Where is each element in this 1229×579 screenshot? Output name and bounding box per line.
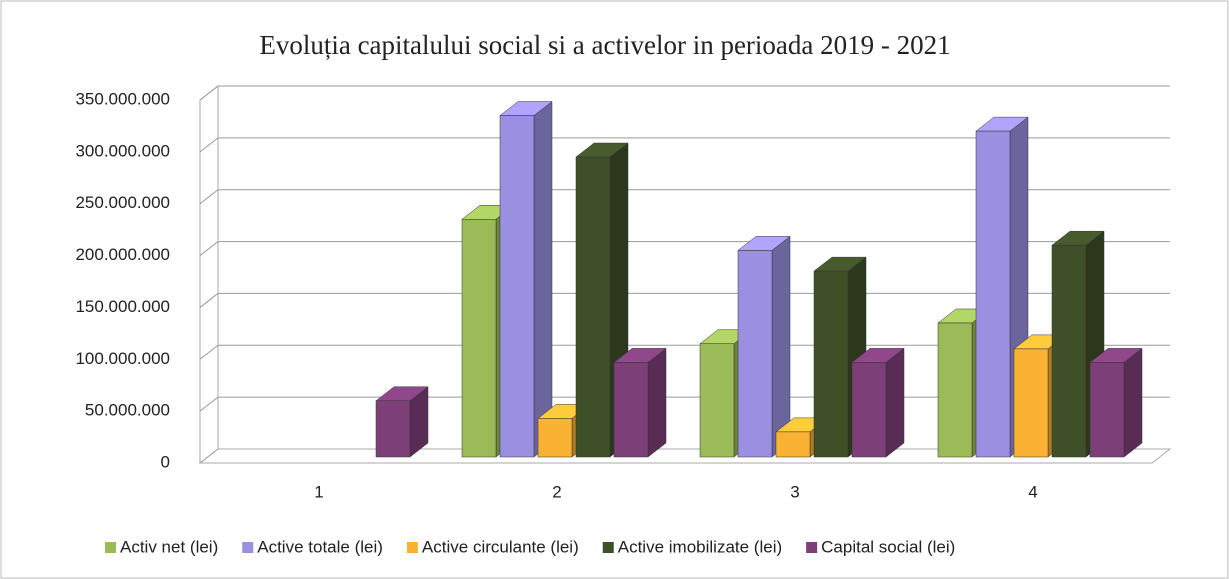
bar-group: [737, 235, 791, 458]
bar-side: [885, 347, 905, 458]
bar-side: [647, 347, 667, 458]
bar: [851, 362, 887, 458]
legend-swatch: [242, 542, 254, 553]
floor: [198, 448, 1172, 464]
y-tick-label: 100.000.000: [75, 349, 170, 368]
bar: [499, 115, 535, 458]
bar: [613, 362, 649, 458]
grid-line: [199, 189, 219, 205]
bar: [1051, 244, 1087, 458]
legend-label: Active imobilizate (lei): [618, 537, 782, 556]
legend-label: Active totale (lei): [257, 537, 383, 556]
x-tick-label: 4: [1028, 482, 1037, 501]
bar: [1013, 348, 1049, 458]
y-tick-label: 50.000.000: [85, 401, 170, 420]
legend-swatch: [105, 542, 116, 553]
x-tick-label: 2: [552, 482, 561, 501]
bar-group: [613, 347, 667, 458]
bar-group: [375, 386, 429, 458]
grid-line: [199, 85, 219, 101]
legend-swatch: [406, 542, 418, 553]
bar: [937, 322, 973, 458]
grid-line: [199, 344, 219, 360]
bar-side: [533, 101, 553, 458]
y-tick-label: 0: [161, 452, 170, 471]
bar: [375, 400, 411, 458]
bar-group: [499, 101, 553, 458]
bar: [813, 270, 849, 458]
y-tick-label: 250.000.000: [75, 193, 170, 212]
y-tick-label: 350.000.000: [75, 89, 170, 108]
y-tick-label: 300.000.000: [75, 141, 170, 160]
y-tick-label: 200.000.000: [75, 245, 170, 264]
legend-label: Capital social (lei): [821, 537, 955, 556]
bar: [1089, 362, 1125, 458]
bar-side: [1123, 347, 1143, 458]
bar-group: [1089, 347, 1143, 458]
grid-line: [199, 293, 219, 308]
legend-swatch: [602, 542, 614, 553]
bar: [975, 130, 1011, 458]
bar: [699, 343, 735, 458]
legend-label: Activ net (lei): [120, 537, 218, 556]
x-tick-label: 3: [790, 482, 799, 501]
y-tick-label: 150.000.000: [75, 297, 170, 316]
grid-line: [199, 396, 219, 412]
bar: [537, 418, 573, 458]
bar: [737, 250, 773, 458]
bar-group: [851, 347, 905, 458]
grid-line: [199, 241, 219, 256]
legend-swatch: [806, 542, 818, 553]
x-tick-label: 1: [314, 482, 323, 501]
bar: [461, 219, 497, 458]
bar: [575, 156, 611, 458]
chart-title: Evoluția capitalului social si a activel…: [259, 30, 950, 60]
bar: [775, 431, 811, 458]
grid-line: [199, 137, 219, 153]
legend-label: Active circulante (lei): [422, 537, 579, 556]
